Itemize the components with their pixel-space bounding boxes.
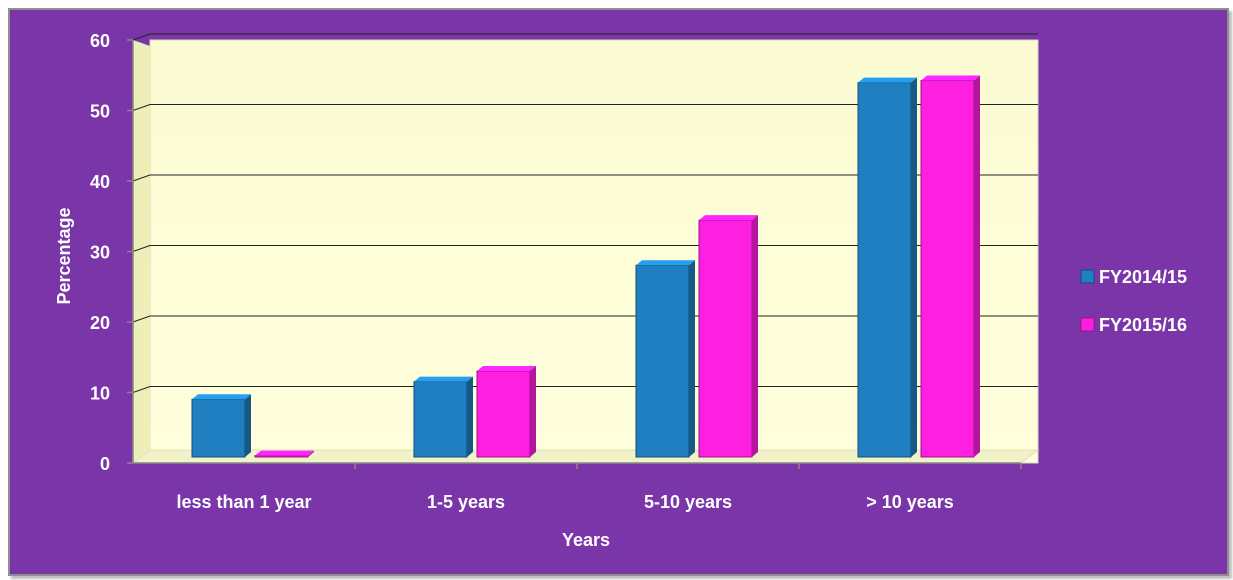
x-category-label: 1-5 years: [427, 492, 505, 512]
y-tick-label: 30: [90, 243, 110, 263]
y-tick-label: 40: [90, 172, 110, 192]
bar-top: [636, 260, 695, 266]
bar: [191, 394, 251, 458]
plot-side-wall: [133, 40, 150, 463]
legend-item: FY2015/16: [1080, 315, 1187, 335]
legend-label: FY2014/15: [1099, 267, 1187, 287]
bar-front: [413, 381, 468, 458]
y-tick-label: 20: [90, 313, 110, 333]
x-axis-title: Years: [562, 530, 610, 550]
legend-label: FY2015/16: [1099, 315, 1187, 335]
y-tick-label: 50: [90, 102, 110, 122]
axes: [127, 39, 1022, 469]
y-tick-label: 10: [90, 384, 110, 404]
bar-front: [191, 398, 246, 458]
bar: [857, 77, 917, 458]
y-tick-label: 0: [100, 454, 110, 474]
legend-swatch: [1080, 269, 1095, 284]
y-axis-title: Percentage: [54, 207, 74, 304]
bar: [254, 450, 314, 458]
bar-top: [477, 365, 536, 371]
legend-swatch: [1080, 317, 1095, 332]
gridline: [132, 174, 1038, 182]
gridline: [132, 33, 1038, 41]
bar-side: [467, 376, 473, 457]
bar-front: [920, 80, 975, 458]
bar-side: [689, 260, 695, 457]
bar-front: [698, 219, 753, 458]
bar-front: [635, 264, 690, 458]
bar-side: [974, 75, 980, 457]
x-category-labels: less than 1 year 1-5 years 5-10 years > 10 …: [176, 492, 953, 512]
bar-top: [255, 450, 314, 456]
bar: [413, 376, 473, 458]
bar-side: [308, 450, 314, 457]
gridline: [132, 104, 1038, 111]
bar-front: [476, 370, 531, 458]
bar-side: [911, 77, 917, 458]
bar-top: [921, 75, 980, 81]
legend: FY2014/15 FY2015/16: [1080, 267, 1187, 335]
x-category-label: > 10 years: [866, 492, 954, 512]
legend-item: FY2014/15: [1080, 267, 1187, 287]
bar-top: [699, 215, 758, 221]
x-category-label: less than 1 year: [176, 492, 311, 512]
bar-top: [858, 77, 917, 83]
bar-side: [245, 394, 251, 457]
bar-top: [192, 394, 251, 400]
bar: [920, 75, 980, 458]
bar: [635, 260, 695, 458]
y-tick-label: 60: [90, 31, 110, 51]
bar-top: [414, 376, 473, 382]
bar: [476, 365, 536, 458]
bars: [191, 75, 980, 458]
bar-front: [254, 455, 309, 458]
bar-front: [857, 82, 912, 458]
bar: [698, 215, 758, 458]
y-tick-labels: 0 10 20 30 40 50 60: [90, 31, 110, 474]
bar-side: [752, 215, 758, 457]
x-category-label: 5-10 years: [644, 492, 732, 512]
bar-side: [530, 365, 536, 457]
